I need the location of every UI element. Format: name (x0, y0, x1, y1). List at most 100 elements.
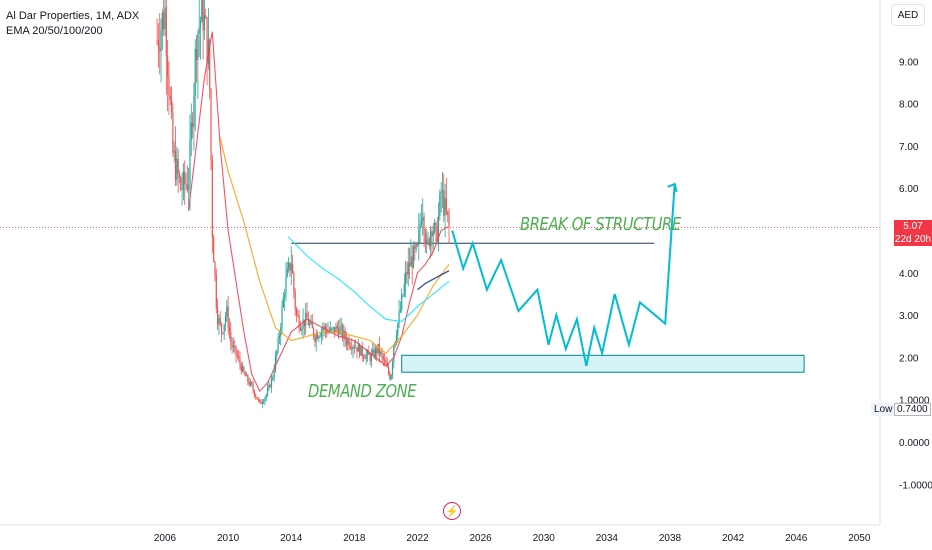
candle-body (303, 319, 305, 326)
candle-body (184, 171, 186, 185)
candle-body (345, 339, 348, 345)
candle-body (256, 397, 258, 400)
price-tick-label: 7.00 (899, 142, 919, 153)
ema-line-ema20 (188, 31, 450, 393)
candle-body (160, 29, 162, 52)
candle-body (376, 348, 378, 354)
candle-body (430, 231, 432, 247)
candle-body (447, 211, 449, 215)
candle-body (165, 7, 167, 57)
candle-body (344, 331, 346, 340)
candle-body (266, 388, 269, 395)
price-tick-label: -1.0000 (899, 480, 932, 491)
candle-body (441, 190, 444, 193)
candle-body (294, 291, 296, 310)
time-tick-label: 2010 (217, 533, 240, 544)
candle-body (356, 347, 358, 352)
candle-body (232, 345, 234, 348)
candle-body (323, 326, 325, 329)
candle-body (223, 324, 225, 334)
candle-body (377, 343, 379, 354)
candle-body (332, 327, 334, 329)
candle-body (180, 177, 182, 190)
time-tick-label: 2038 (659, 533, 682, 544)
indicator-label[interactable]: EMA 20/50/100/200 (6, 25, 103, 37)
projection-path[interactable] (451, 183, 676, 367)
ema-line-ema50 (219, 137, 450, 354)
candle-body (234, 345, 236, 347)
price-tick-label: 1.0000 (899, 396, 930, 407)
candle-body (159, 47, 161, 52)
low-marker-label: Low (871, 403, 896, 416)
candle-body (385, 360, 387, 365)
candle-body (235, 346, 237, 355)
candle-body (312, 328, 315, 337)
demand-zone-rect[interactable] (401, 354, 805, 373)
time-tick-label: 2050 (848, 533, 871, 544)
candle-body (182, 171, 185, 190)
candle-body (448, 214, 450, 226)
candle-body (285, 276, 287, 295)
candle-body (378, 343, 380, 354)
candle-body (359, 344, 361, 356)
candle-body (406, 272, 408, 275)
candle-body (319, 335, 321, 337)
candle-body (301, 328, 303, 331)
candle-body (230, 331, 232, 342)
candle-body (415, 243, 417, 249)
demand-zone-annotation[interactable]: DEMAND ZONE (308, 381, 417, 402)
candle-body (265, 394, 267, 398)
candle-body (194, 49, 196, 97)
candle-body (177, 158, 179, 174)
candle-body (203, 15, 206, 31)
ema-line-ema200 (287, 236, 450, 322)
candle-body (414, 246, 416, 249)
candle-body (199, 21, 202, 28)
candle-body (326, 329, 328, 334)
time-tick-label: 2030 (533, 533, 556, 544)
candle-body (426, 239, 428, 245)
candle-body (423, 216, 425, 234)
candle-body (174, 150, 177, 180)
candle-body (373, 349, 375, 357)
candle-body (241, 366, 244, 372)
symbol-title[interactable]: Al Dar Properties, 1M, ADX (6, 10, 140, 22)
candle-body (238, 356, 240, 358)
candle-body (236, 354, 238, 357)
break-of-structure-annotation[interactable]: BREAK OF STRUCTURE (520, 214, 681, 235)
candle-body (307, 318, 309, 325)
candle-body (172, 112, 174, 153)
candle-body (418, 229, 420, 245)
candle-body (416, 243, 419, 245)
candle-body (168, 75, 170, 96)
candle-body (281, 306, 283, 328)
candle-body (408, 262, 411, 267)
candle-body (288, 262, 290, 269)
candle-body (273, 370, 275, 378)
candle-body (331, 328, 333, 330)
currency-button[interactable]: AED (891, 4, 925, 26)
lightning-icon[interactable]: ⚡ (443, 502, 461, 520)
candle-body (189, 139, 191, 187)
candle-body (210, 89, 212, 161)
candle-body (201, 0, 203, 22)
candle-body (445, 198, 448, 212)
last-price-label: 5.07 (894, 219, 932, 233)
candle-body (339, 327, 341, 335)
candle-body (290, 263, 292, 271)
candle-body (380, 351, 382, 354)
time-axis[interactable]: 2006 2010 2014 2018 2022 2026 2030 2034 2038 2042… (0, 524, 880, 544)
price-axis[interactable]: 9.008.007.006.005.004.003.002.001.00000.… (879, 0, 932, 525)
candle-body (299, 328, 302, 331)
candle-body (394, 341, 396, 347)
candle-body (269, 384, 271, 388)
candle-body (419, 224, 421, 230)
candle-body (205, 15, 207, 18)
candle-body (164, 7, 166, 30)
candle-body (324, 326, 327, 330)
candle-body (240, 364, 242, 372)
candle-body (214, 262, 216, 276)
candle-body (156, 40, 158, 41)
price-tick-label: 4.00 (899, 269, 919, 280)
